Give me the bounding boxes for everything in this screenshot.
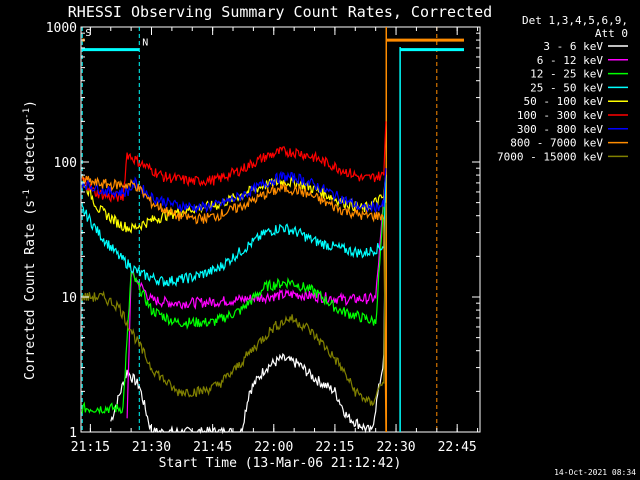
x-tick-label: 21:45 xyxy=(193,440,232,455)
series-lines xyxy=(81,121,387,435)
series-line-0 xyxy=(110,202,387,435)
series-line-5 xyxy=(81,121,387,203)
x-tick-label: 21:15 xyxy=(71,440,110,455)
series-line-3 xyxy=(81,175,387,288)
x-tick-label: 22:15 xyxy=(315,440,354,455)
y-tick-label: 10 xyxy=(61,291,77,306)
chart-title: RHESSI Observing Summary Count Rates, Co… xyxy=(68,3,492,21)
x-tick-label: 21:30 xyxy=(132,440,171,455)
generation-timestamp: 14-Oct-2021 08:34 xyxy=(554,468,636,477)
series-line-8 xyxy=(81,202,387,407)
legend-label: 800 - 7000 keV xyxy=(510,137,603,150)
legend-label: 7000 - 15000 keV xyxy=(497,150,603,163)
y-axis-label-sup2: -1 xyxy=(22,108,32,119)
x-tick-label: 22:45 xyxy=(438,440,477,455)
y-axis-label-end: ) xyxy=(23,100,38,108)
y-axis-label: Corrected Count Rate (s-1 detector-1) xyxy=(22,100,38,380)
legend-label: 12 - 25 keV xyxy=(530,68,603,81)
x-axis-ticks: 21:15 21:30 21:45 22:00 22:15 22:30 22:45 xyxy=(71,27,479,455)
x-tick-label: 22:30 xyxy=(376,440,415,455)
legend-label: 3 - 6 keV xyxy=(543,40,603,53)
y-axis-label-mid: detector xyxy=(23,119,38,190)
x-axis-label: Start Time (13-Mar-06 21:12:42) xyxy=(159,456,402,471)
legend-label: 100 - 300 keV xyxy=(517,109,603,122)
legend-label: 300 - 800 keV xyxy=(517,123,603,136)
y-axis-label-sup1: -1 xyxy=(22,189,32,200)
plot-frame xyxy=(80,26,481,433)
y-axis-ticks: 1 10 100 1000 xyxy=(46,21,480,441)
plot-border xyxy=(80,26,481,433)
series-line-7 xyxy=(81,175,387,433)
x-tick-label: 22:00 xyxy=(254,440,293,455)
legend-label: 50 - 100 keV xyxy=(524,95,604,108)
y-tick-label: 1000 xyxy=(46,21,77,36)
y-tick-label: 100 xyxy=(54,156,77,171)
legend-label: 6 - 12 keV xyxy=(537,54,604,67)
legend-header-line: Att 0 xyxy=(595,27,628,40)
legend-label: 25 - 50 keV xyxy=(530,81,603,94)
flag-label: S xyxy=(85,28,91,39)
flag-label: N xyxy=(142,38,148,49)
y-axis-label-main: Corrected Count Rate (s xyxy=(23,200,38,380)
legend-header-line: Det 1,3,4,5,6,9, xyxy=(522,14,628,27)
marker-lines xyxy=(81,27,438,432)
series-line-4 xyxy=(81,175,387,234)
y-tick-label: 1 xyxy=(69,426,77,441)
